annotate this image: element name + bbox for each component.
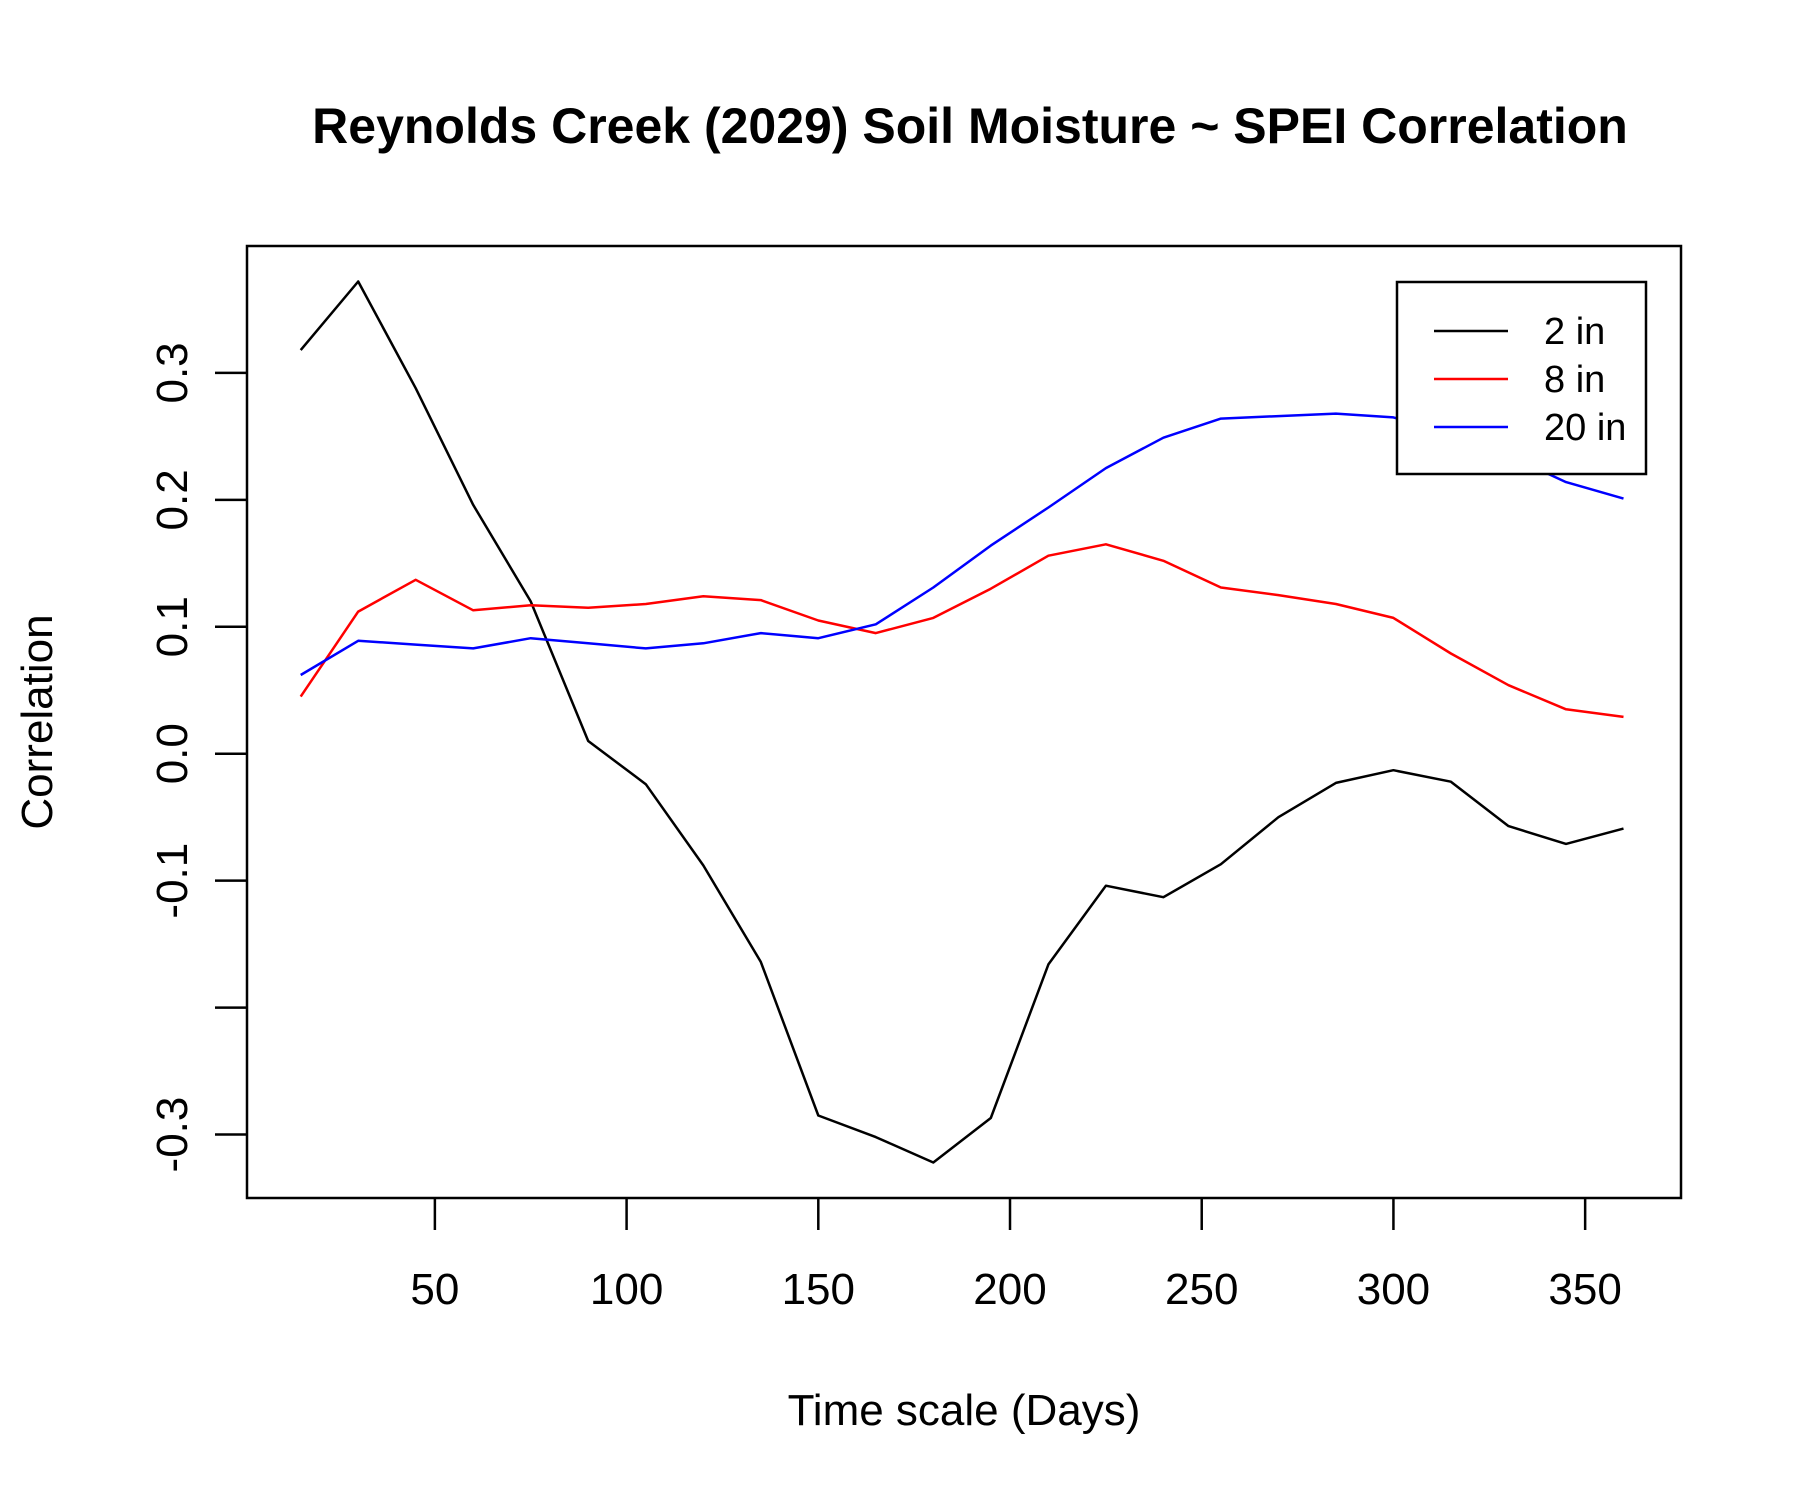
x-tick-label-150: 150 xyxy=(782,1265,855,1314)
x-tick-label-50: 50 xyxy=(410,1265,459,1314)
y-axis: -0.3 -0.1 0.0 0.1 0.2 0.3 xyxy=(148,342,247,1172)
legend: 2 in 8 in 20 in xyxy=(1395,280,1648,476)
plot-frame xyxy=(245,244,1683,1200)
y-tick-label-4: 0.1 xyxy=(148,596,197,657)
x-tick-label-100: 100 xyxy=(590,1265,663,1314)
x-axis: 50 100 150 200 250 300 350 xyxy=(410,1198,1622,1314)
legend-label-20-in: 20 in xyxy=(1544,407,1626,449)
x-tick-label-200: 200 xyxy=(973,1265,1046,1314)
y-tick-label-2: -0.1 xyxy=(148,843,197,919)
y-axis-title: Correlation xyxy=(13,614,62,829)
legend-label-2-in: 2 in xyxy=(1544,311,1605,353)
legend-label-8-in: 8 in xyxy=(1544,359,1605,401)
y-tick-label-5: 0.2 xyxy=(148,469,197,530)
series-line-2-in xyxy=(299,280,1624,1164)
x-tick-label-250: 250 xyxy=(1165,1265,1238,1314)
x-tick-label-300: 300 xyxy=(1357,1265,1430,1314)
y-tick-label-0: -0.3 xyxy=(148,1097,197,1173)
y-tick-label-6: 0.3 xyxy=(148,342,197,403)
x-tick-label-350: 350 xyxy=(1548,1265,1621,1314)
chart-title: Reynolds Creek (2029) Soil Moisture ~ SP… xyxy=(312,98,1628,154)
y-tick-label-3: 0.0 xyxy=(148,723,197,784)
series-line-8-in xyxy=(299,543,1624,719)
x-axis-title: Time scale (Days) xyxy=(788,1386,1141,1435)
